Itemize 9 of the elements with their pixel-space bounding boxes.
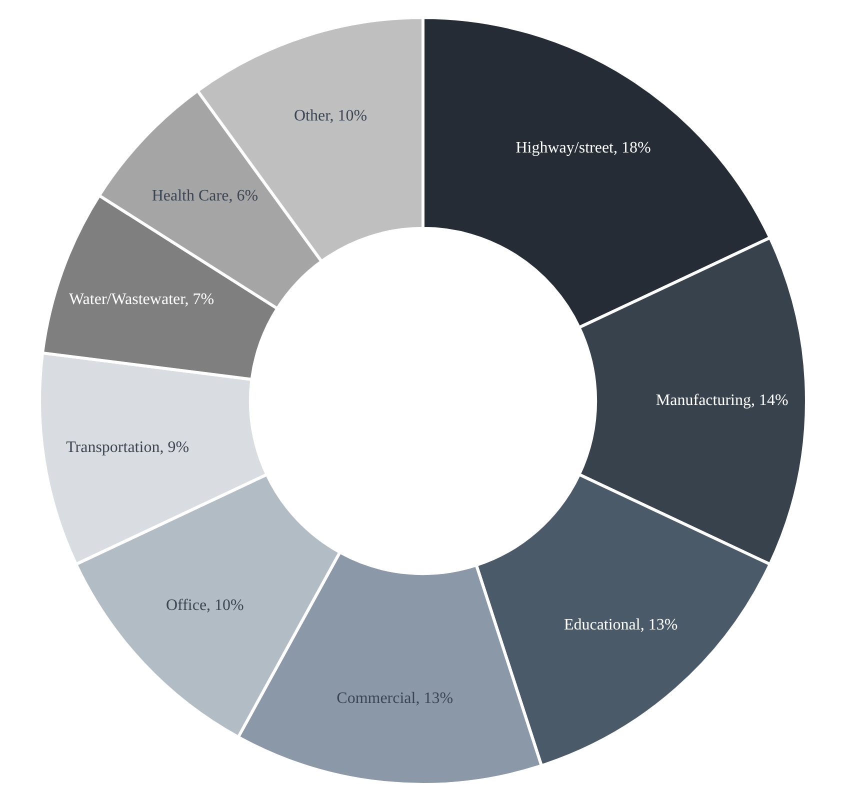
slice-label: Highway/street, 18% bbox=[516, 140, 651, 157]
slice-label: Water/Wastewater, 7% bbox=[68, 290, 214, 308]
slice-label: Manufacturing, 14% bbox=[656, 392, 788, 410]
slice-label: Educational, 13% bbox=[564, 616, 678, 634]
slice-label: Other, 10% bbox=[294, 108, 368, 125]
slice-label: Transportation, 9% bbox=[66, 438, 190, 456]
slice-label: Health Care, 6% bbox=[152, 187, 258, 204]
slice-label: Office, 10% bbox=[166, 596, 244, 614]
slice-label: Commercial, 13% bbox=[336, 690, 454, 708]
